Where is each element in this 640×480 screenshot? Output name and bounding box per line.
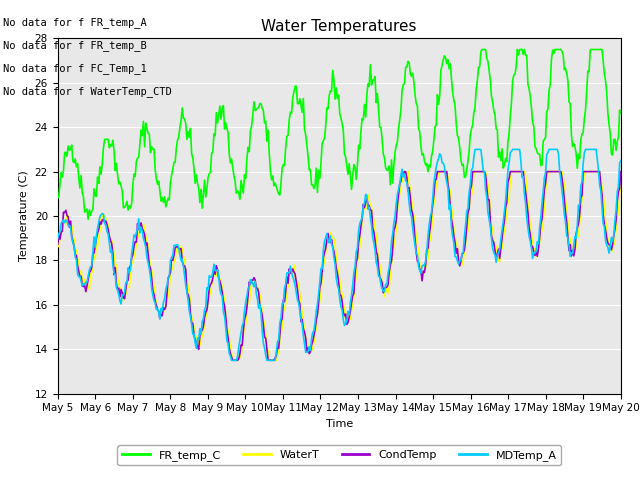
Text: No data for f FR_temp_B: No data for f FR_temp_B [3,40,147,51]
Text: No data for f FC_Temp_1: No data for f FC_Temp_1 [3,63,147,74]
Text: No data for f FR_temp_A: No data for f FR_temp_A [3,17,147,28]
Y-axis label: Temperature (C): Temperature (C) [19,170,29,262]
Legend: FR_temp_C, WaterT, CondTemp, MDTemp_A: FR_temp_C, WaterT, CondTemp, MDTemp_A [117,445,561,465]
Text: No data for f WaterTemp_CTD: No data for f WaterTemp_CTD [3,86,172,97]
X-axis label: Time: Time [326,419,353,429]
Title: Water Temperatures: Water Temperatures [262,20,417,35]
